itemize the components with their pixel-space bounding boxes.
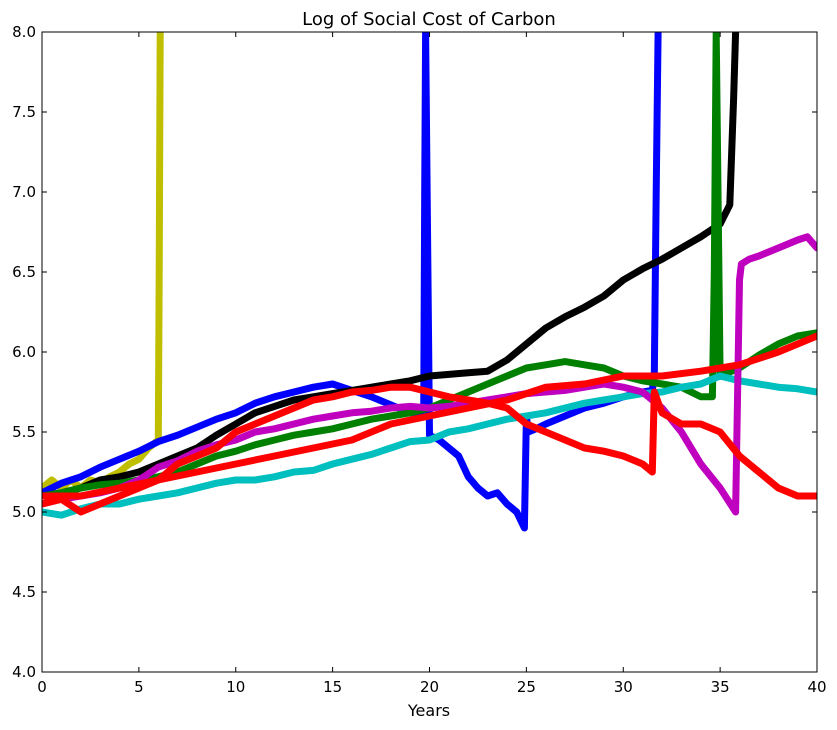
y-axis: 4.0 4.5 5.0 5.5 6.0 6.5 7.0 7.5 8.0 — [12, 23, 817, 681]
y-tick-label: 6.0 — [12, 343, 36, 361]
series-layer — [42, 32, 817, 532]
x-axis-label: Years — [407, 701, 450, 720]
x-tick-label: 10 — [226, 678, 245, 696]
y-tick-label: 5.5 — [12, 423, 36, 441]
series-line-3 — [42, 32, 740, 500]
series-line-7 — [42, 383, 817, 516]
y-tick-label: 4.0 — [12, 663, 36, 681]
x-tick-label: 0 — [37, 678, 47, 696]
series-line-8 — [42, 332, 817, 500]
x-tick-label: 40 — [807, 678, 826, 696]
y-tick-label: 5.0 — [12, 503, 36, 521]
series-line-2 — [42, 32, 662, 532]
x-tick-label: 25 — [517, 678, 536, 696]
y-tick-label: 7.0 — [12, 183, 36, 201]
series-line-5 — [42, 372, 817, 519]
y-tick-label: 7.5 — [12, 103, 36, 121]
x-tick-label: 15 — [323, 678, 342, 696]
x-tick-label: 35 — [711, 678, 730, 696]
chart-title: Log of Social Cost of Carbon — [302, 9, 556, 30]
y-tick-label: 6.5 — [12, 263, 36, 281]
series-line-1 — [42, 32, 164, 492]
y-tick-label: 8.0 — [12, 23, 36, 41]
y-tick-label: 4.5 — [12, 583, 36, 601]
x-axis: 0 5 10 15 20 25 30 35 40 — [37, 32, 827, 696]
x-tick-label: 30 — [614, 678, 633, 696]
x-tick-label: 5 — [134, 678, 144, 696]
x-tick-label: 20 — [420, 678, 439, 696]
